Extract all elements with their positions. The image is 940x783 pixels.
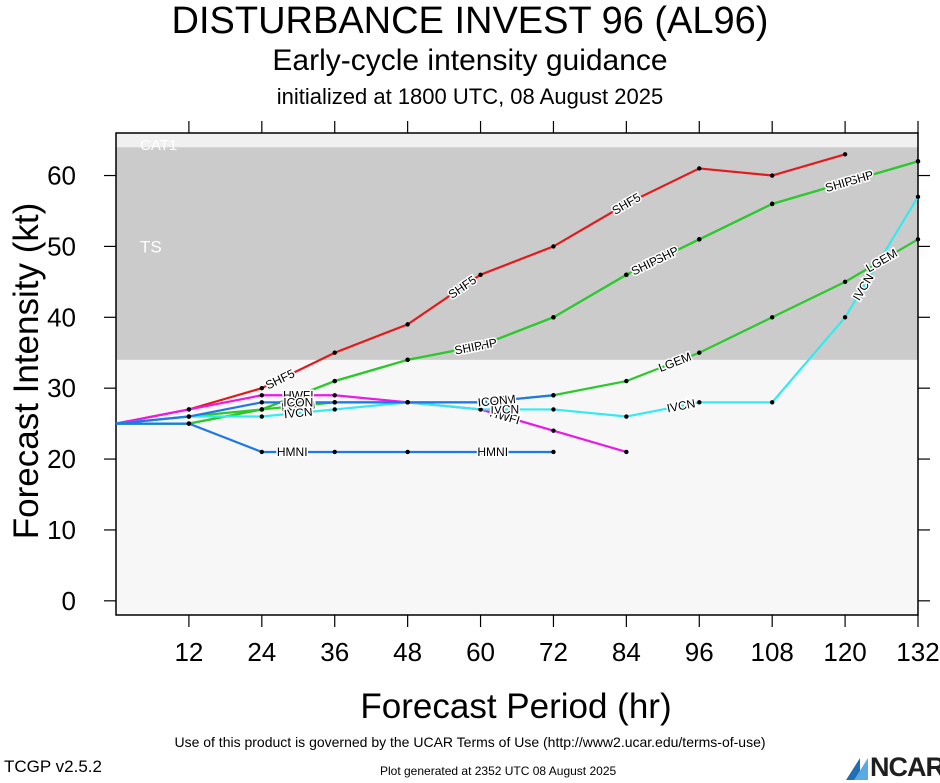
generated-time: Plot generated at 2352 UTC 08 August 202… <box>380 764 617 778</box>
ncar-logo-mark-icon <box>846 758 868 780</box>
series-point-lgem <box>915 237 921 242</box>
x-tick-label: 96 <box>685 637 714 667</box>
series-point-shf5 <box>259 385 265 391</box>
y-tick-label: 0 <box>62 586 76 616</box>
series-point-hmni <box>405 449 410 455</box>
series-point-shf5 <box>842 152 848 157</box>
series-point-ivcn <box>332 407 337 412</box>
series-point-ivcn <box>915 194 921 199</box>
ncar-logo-text: NCAR <box>870 752 940 782</box>
series-label-ivcn: IVCN <box>491 402 520 416</box>
series-point-lgem <box>769 315 775 320</box>
series-point-ivcn <box>551 407 556 412</box>
y-tick-label: 40 <box>47 302 76 332</box>
y-tick-label: 30 <box>47 373 76 403</box>
chart-title: DISTURBANCE INVEST 96 (AL96) <box>171 0 769 42</box>
x-tick-label: 84 <box>612 637 641 667</box>
series-label-hmni: HMNI <box>277 445 308 459</box>
x-tick-label: 24 <box>247 637 276 667</box>
series-point-ship <box>697 237 702 242</box>
series-point-hwfi <box>551 428 556 433</box>
x-axis-title: Forecast Period (hr) <box>360 687 671 726</box>
series-point-ship <box>769 201 775 207</box>
series-point-shf5 <box>624 201 629 207</box>
band-label-ts: TS <box>140 237 162 256</box>
y-tick-label: 10 <box>47 515 76 545</box>
series-line-ship <box>116 160 919 425</box>
series-point-icon <box>551 393 556 398</box>
x-tick-label: 48 <box>393 637 422 667</box>
init-time: initialized at 1800 UTC, 08 August 2025 <box>276 84 664 109</box>
series-point-shf5 <box>769 173 775 178</box>
x-tick-label: 12 <box>174 637 203 667</box>
plot-frame <box>115 132 919 616</box>
series-point-shf5 <box>551 244 556 249</box>
series-label-icon: ICON <box>477 393 508 410</box>
series-point-ship <box>842 180 848 185</box>
series-point-hmni <box>332 449 337 455</box>
series-point-hmni <box>478 449 483 455</box>
series-point-hmni <box>259 449 265 455</box>
x-tick-label: 132 <box>896 637 939 667</box>
series-point-icon <box>259 400 265 405</box>
series-point-ship <box>405 357 410 363</box>
x-tick-label: 36 <box>320 637 349 667</box>
series-point-ship <box>915 159 921 164</box>
band-ts <box>116 147 918 360</box>
series-point-ivcn <box>697 400 702 405</box>
series-point-ivcn <box>624 414 629 419</box>
series-point-icon <box>405 400 410 405</box>
series-label-hmni: HMNI <box>477 445 508 459</box>
series-point-icon <box>332 400 337 405</box>
y-axis-title: Forecast Intensity (kt) <box>7 203 46 539</box>
series-point-ivcn <box>259 414 265 419</box>
series-point-hwfi <box>259 393 265 398</box>
band-label-cat1: CAT1 <box>140 137 177 154</box>
series-line-ivcn <box>115 196 919 425</box>
x-tick-label: 72 <box>539 637 568 667</box>
series-point-hwfi <box>332 393 337 398</box>
chart-subtitle: Early-cycle intensity guidance <box>272 44 668 77</box>
series-point-ivcn <box>842 315 848 320</box>
series-point-lgem <box>624 378 629 384</box>
series-label-lgem: LGEM <box>281 397 316 414</box>
series-point-ship <box>551 315 556 320</box>
x-tick-label: 108 <box>750 637 793 667</box>
series-label-hwfi: HWFI <box>283 388 314 402</box>
series-point-icon <box>186 414 192 419</box>
series-label-ivcn: IVCN <box>283 405 313 422</box>
series-point-ivcn <box>769 400 775 405</box>
series-point-ship <box>624 272 629 277</box>
series-point-ivcn <box>478 407 483 412</box>
series-label-ship: SHIP <box>453 338 483 357</box>
series-point-lgem <box>259 407 265 412</box>
series-point-icon <box>478 400 483 405</box>
y-tick-label: 60 <box>47 161 76 191</box>
series-point-ship <box>332 378 337 384</box>
series-point-hwfi <box>624 449 629 455</box>
series-point-shf5 <box>697 166 702 171</box>
band-cat1 <box>116 133 918 148</box>
series-point-hmni <box>551 449 556 455</box>
series-line-hwfi <box>115 394 627 454</box>
y-tick-label: 50 <box>47 231 76 261</box>
ncar-logo: NCAR <box>846 752 940 782</box>
series-label-icon: ICON <box>283 395 313 409</box>
terms-of-use-text: Use of this product is governed by the U… <box>174 734 766 750</box>
series-point-lgem <box>842 279 848 285</box>
series-point-hwfi <box>186 407 192 412</box>
series-point-lgem <box>697 350 702 355</box>
series-point-ship <box>478 343 483 348</box>
x-tick-label: 60 <box>466 637 495 667</box>
series-point-shf5 <box>405 322 410 327</box>
series-point-shf5 <box>332 350 337 355</box>
x-tick-label: 120 <box>823 637 866 667</box>
series-point-hmni <box>186 421 192 426</box>
y-tick-label: 20 <box>47 444 76 474</box>
version-label: TCGP v2.5.2 <box>4 757 102 776</box>
series-point-shf5 <box>478 272 483 277</box>
series-label-lgem: LGEM <box>481 392 516 409</box>
